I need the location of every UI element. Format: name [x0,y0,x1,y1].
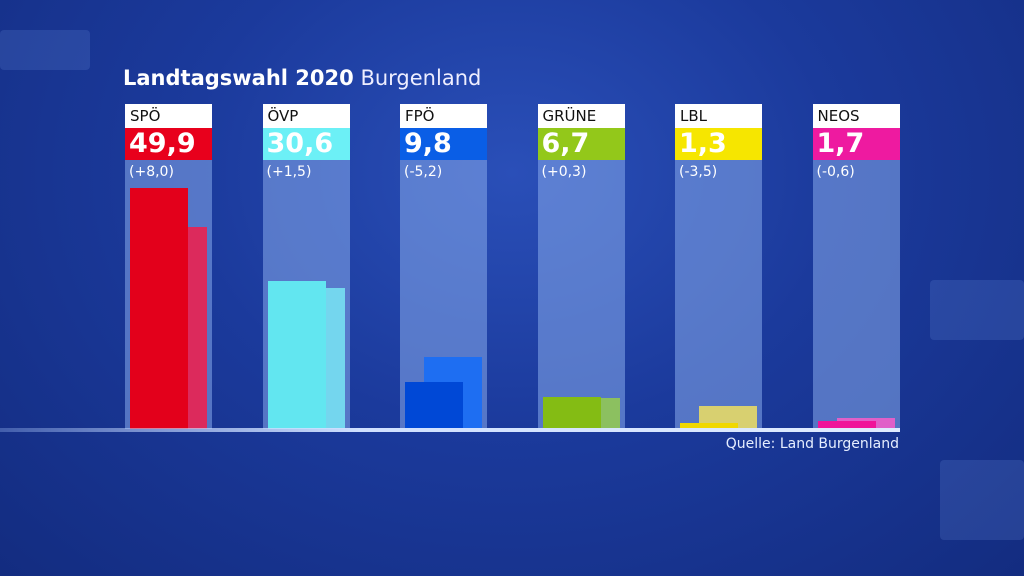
party-name: LBL [675,104,762,128]
bar-current [405,381,463,429]
result-delta: (+8,0) [129,164,174,180]
result-delta: (+1,5) [266,164,312,180]
party-column: NEOS 1,7 (-0,6) [812,104,900,429]
chart-title: Landtagswahl 2020 Burgenland [123,66,481,90]
result-value: 1,3 [675,128,762,160]
bar-current [542,396,601,429]
result-delta: (-3,5) [679,164,718,180]
bar-current [130,188,188,429]
party-column: LBL 1,3 (-3,5) [675,104,762,429]
party-name: ÖVP [262,104,350,128]
party-name: NEOS [812,104,900,128]
background-glow [940,460,1024,540]
background-glow [0,30,90,70]
column-panel [675,160,762,429]
baseline [0,428,900,432]
bar-current [817,420,876,429]
title-main: Landtagswahl 2020 [123,66,354,90]
result-delta: (+0,3) [541,164,587,180]
result-value: 30,6 [262,128,350,160]
result-delta: (-0,6) [816,164,855,180]
result-value: 6,7 [537,128,625,160]
result-delta: (-5,2) [404,164,443,180]
background-glow [930,280,1024,340]
party-column: SPÖ 49,9 (+8,0) [125,104,212,429]
party-name: GRÜNE [537,104,625,128]
bar-current [267,281,326,429]
column-panel [537,160,625,429]
source-label: Quelle: Land Burgenland [725,436,899,452]
party-name: FPÖ [400,104,487,128]
result-value: 9,8 [400,128,487,160]
party-column: GRÜNE 6,7 (+0,3) [537,104,625,429]
title-subtitle: Burgenland [360,66,482,90]
result-value: 1,7 [812,128,900,160]
party-name: SPÖ [125,104,212,128]
party-column: FPÖ 9,8 (-5,2) [400,104,487,429]
column-panel [812,160,900,429]
bar-current [680,422,738,429]
party-column: ÖVP 30,6 (+1,5) [262,104,350,429]
result-value: 49,9 [125,128,212,160]
